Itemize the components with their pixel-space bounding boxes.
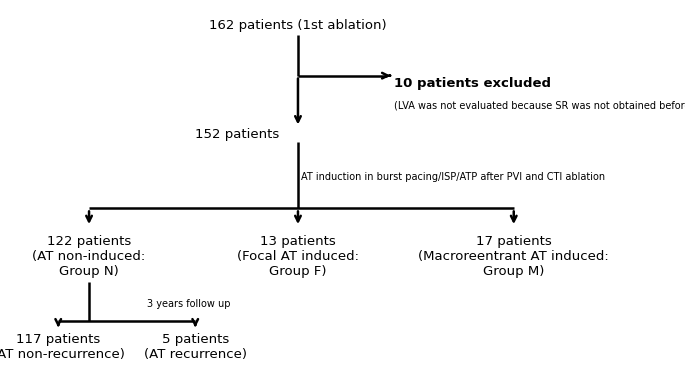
Text: 122 patients
(AT non-induced:
Group N): 122 patients (AT non-induced: Group N) [32, 235, 146, 278]
Text: AT induction in burst pacing/ISP/ATP after PVI and CTI ablation: AT induction in burst pacing/ISP/ATP aft… [301, 172, 606, 182]
Text: 117 patients
(AT non-recurrence): 117 patients (AT non-recurrence) [0, 333, 125, 361]
Text: 5 patients
(AT recurrence): 5 patients (AT recurrence) [144, 333, 247, 361]
Text: 17 patients
(Macroreentrant AT induced:
Group M): 17 patients (Macroreentrant AT induced: … [419, 235, 609, 278]
Text: 13 patients
(Focal AT induced:
Group F): 13 patients (Focal AT induced: Group F) [237, 235, 359, 278]
Text: 152 patients: 152 patients [195, 128, 279, 141]
Text: 10 patients excluded: 10 patients excluded [394, 76, 551, 90]
Text: 3 years follow up: 3 years follow up [147, 299, 231, 310]
Text: 162 patients (1st ablation): 162 patients (1st ablation) [209, 19, 387, 32]
Text: (LVA was not evaluated because SR was not obtained before PVI): (LVA was not evaluated because SR was no… [394, 100, 685, 110]
